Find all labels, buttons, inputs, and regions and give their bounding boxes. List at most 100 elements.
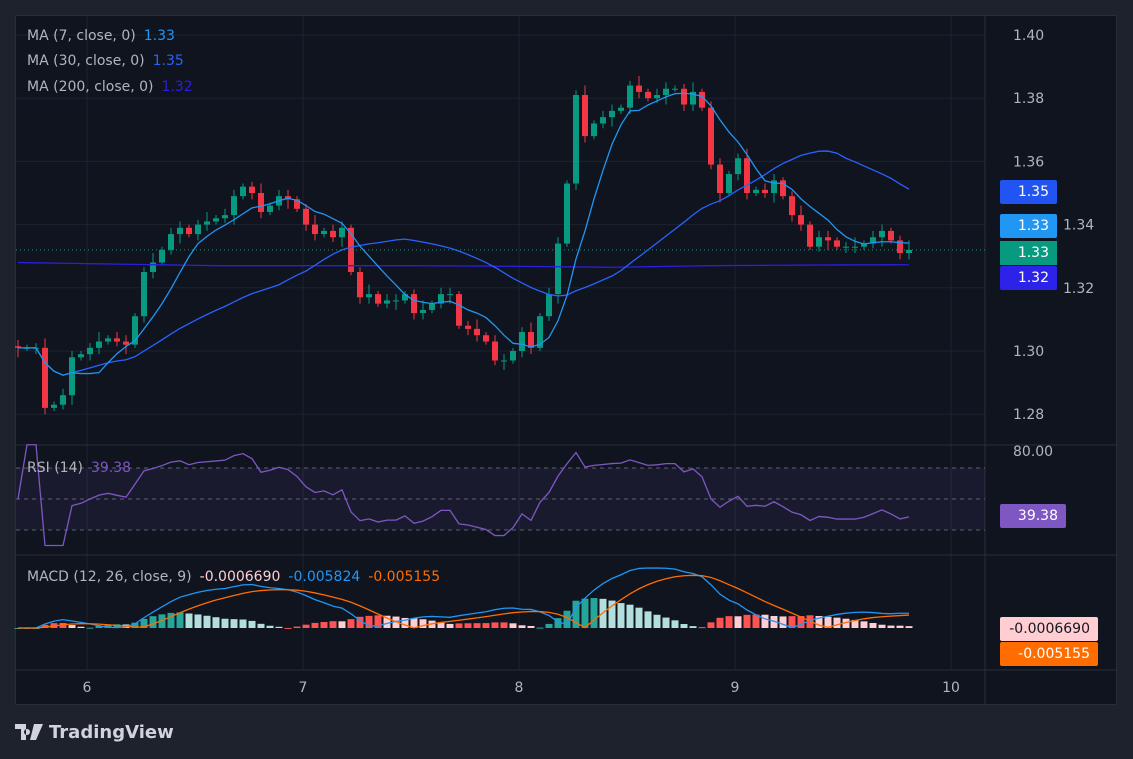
- candle-body: [96, 341, 102, 348]
- macd-histogram-bar: [788, 616, 796, 628]
- price-axis-tick: 1.38: [1013, 91, 1044, 107]
- macd-histogram-bar: [779, 616, 787, 628]
- candle-body: [15, 346, 21, 348]
- candle-body: [888, 230, 894, 241]
- rsi-line: [17, 444, 910, 547]
- candle-body: [402, 294, 408, 301]
- macd-histogram-bar: [509, 623, 517, 628]
- macd-histogram-bar: [698, 627, 706, 629]
- macd-histogram-bar: [320, 621, 328, 628]
- legend-ma7-label: MA (7, close, 0): [27, 28, 136, 44]
- candle-body: [60, 395, 66, 405]
- macd-line: [18, 567, 910, 629]
- candle-body: [438, 294, 444, 304]
- macd-histogram-bar: [770, 615, 778, 628]
- candle-body: [384, 300, 390, 304]
- legend-macd: MACD (12, 26, close, 9) -0.0006690 -0.0058…: [27, 569, 440, 585]
- macd-histogram-bar: [878, 624, 886, 628]
- macd-histogram-bar: [743, 614, 751, 628]
- macd-histogram-bar: [833, 617, 841, 628]
- candle-body: [645, 91, 651, 99]
- macd-histogram-bar: [284, 627, 292, 629]
- candle-body: [357, 272, 363, 298]
- macd-histogram-bar: [761, 614, 769, 628]
- candle-body: [348, 227, 354, 272]
- price-axis-tick: 1.32: [1063, 281, 1094, 297]
- candle-body: [618, 107, 624, 111]
- macd-histogram-bar: [131, 622, 139, 628]
- candle-body: [267, 205, 273, 212]
- macd-histogram-bar: [356, 616, 364, 628]
- macd-histogram-bar: [842, 618, 850, 628]
- macd-histogram-bar: [572, 600, 580, 628]
- macd-histogram-bar: [455, 623, 463, 628]
- price-axis-tick: 1.36: [1013, 154, 1044, 170]
- macd-histogram-bar: [887, 625, 895, 628]
- candle-body: [654, 95, 660, 99]
- candle-body: [519, 332, 525, 351]
- time-axis-tick: 8: [515, 680, 524, 696]
- macd-histogram-bar: [815, 615, 823, 628]
- macd-histogram-bar: [383, 615, 391, 628]
- candle-body: [537, 316, 543, 348]
- legend-rsi-label: RSI (14): [27, 460, 83, 476]
- candle-body: [213, 218, 219, 222]
- macd-histogram-bar: [608, 600, 616, 628]
- brand-name: TradingView: [49, 722, 174, 743]
- legend-macd-hist: -0.0006690: [199, 569, 281, 585]
- candle-body: [726, 174, 732, 193]
- tradingview-logo[interactable]: TradingView: [15, 722, 174, 743]
- legend-ma200-label: MA (200, close, 0): [27, 79, 154, 95]
- macd-histogram-bar: [824, 616, 832, 628]
- macd-histogram-bar: [527, 625, 535, 628]
- price-tag-ma7: 1.33: [1000, 214, 1057, 238]
- candle-body: [492, 341, 498, 361]
- candle-body: [150, 262, 156, 272]
- macd-histogram-bar: [725, 616, 733, 628]
- candle-body: [105, 338, 111, 342]
- macd-histogram-bar: [365, 615, 373, 628]
- candle-body: [69, 357, 75, 396]
- legend-ma30: MA (30, close, 0) 1.35: [27, 53, 184, 69]
- price-tag-ma30: 1.35: [1000, 180, 1057, 204]
- macd-histogram-bar: [590, 598, 598, 628]
- candle-body: [330, 230, 336, 238]
- candle-body: [582, 95, 588, 137]
- candle-body: [771, 180, 777, 193]
- candle-body: [87, 347, 93, 355]
- macd-histogram-bar: [86, 627, 94, 629]
- macd-histogram-bar: [257, 623, 265, 628]
- candle-body: [564, 183, 570, 244]
- macd-histogram-bar: [644, 611, 652, 628]
- macd-histogram-bar: [311, 622, 319, 628]
- macd-histogram-bar: [473, 623, 481, 628]
- ma7-line: [18, 92, 910, 376]
- candle-body: [816, 237, 822, 247]
- macd-histogram-bar: [302, 624, 310, 628]
- legend-ma30-label: MA (30, close, 0): [27, 53, 145, 69]
- macd-histogram-bar: [41, 624, 49, 628]
- macd-histogram-bar: [464, 623, 472, 628]
- macd-histogram-bar: [905, 626, 913, 628]
- candle-body: [591, 123, 597, 137]
- time-axis-tick: 6: [83, 680, 92, 696]
- candle-body: [456, 294, 462, 326]
- legend-macd-signal: -0.005155: [368, 569, 441, 585]
- candle-body: [879, 230, 885, 238]
- candle-body: [294, 199, 300, 209]
- candle-body: [204, 221, 210, 225]
- macd-histogram-bar: [752, 614, 760, 628]
- time-axis-tick: 9: [731, 680, 740, 696]
- candle-body: [195, 224, 201, 235]
- ma200-line: [17, 261, 910, 268]
- time-axis-tick: 10: [942, 680, 960, 696]
- macd-histogram-bar: [167, 612, 175, 628]
- candle-body: [708, 107, 714, 165]
- macd-histogram-bar: [545, 623, 553, 628]
- candle-body: [420, 309, 426, 314]
- candle-body: [231, 196, 237, 216]
- candle-body: [393, 300, 399, 302]
- candle-body: [861, 243, 867, 247]
- legend-ma7-value: 1.33: [143, 28, 175, 44]
